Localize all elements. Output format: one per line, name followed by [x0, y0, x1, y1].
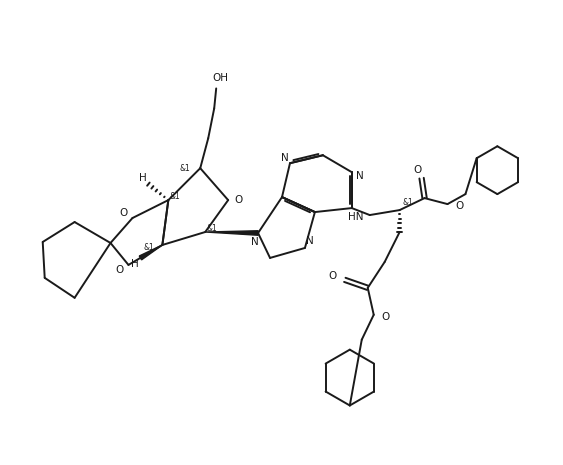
Text: H: H — [131, 259, 138, 269]
Text: O: O — [382, 312, 390, 322]
Text: N: N — [356, 171, 364, 181]
Polygon shape — [139, 245, 162, 260]
Text: O: O — [115, 265, 124, 275]
Text: &1: &1 — [143, 244, 154, 252]
Text: N: N — [251, 237, 259, 247]
Text: HN: HN — [348, 212, 364, 222]
Text: H: H — [138, 173, 146, 183]
Text: O: O — [234, 195, 242, 205]
Polygon shape — [205, 231, 258, 235]
Text: O: O — [119, 208, 128, 218]
Text: &1: &1 — [170, 192, 181, 200]
Text: O: O — [329, 271, 337, 281]
Text: &1: &1 — [207, 224, 217, 232]
Text: O: O — [413, 165, 422, 175]
Text: N: N — [281, 153, 289, 163]
Text: O: O — [455, 201, 464, 211]
Text: OH: OH — [212, 73, 228, 83]
Text: &1: &1 — [180, 164, 191, 173]
Text: N: N — [306, 236, 314, 246]
Text: &1: &1 — [402, 198, 413, 206]
